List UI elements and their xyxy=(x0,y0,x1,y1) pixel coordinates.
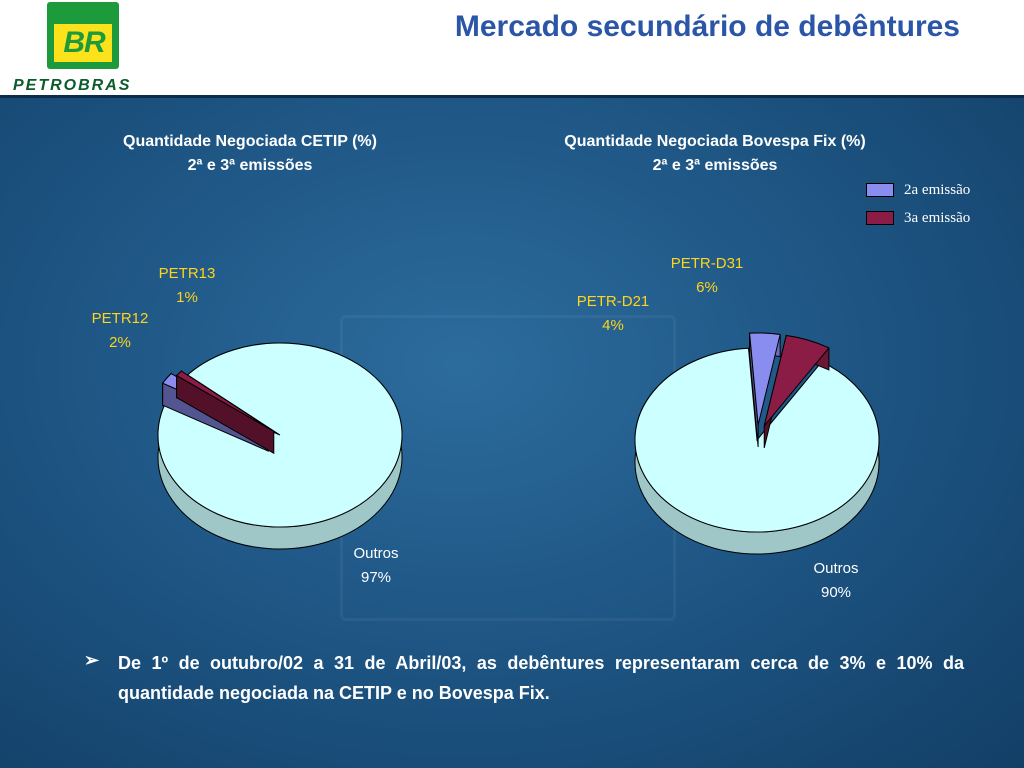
legend-label-2a: 2a emissão xyxy=(904,181,971,198)
br-logo: BR xyxy=(47,2,119,69)
summary-note: De 1º de outubro/02 a 31 de Abril/03, as… xyxy=(118,653,964,703)
chart2-heading: Quantidade Negociada Bovespa Fix (%) 2ª … xyxy=(500,130,930,178)
chart1-label-petr13-name: PETR13 xyxy=(159,265,216,282)
chart1-title: Quantidade Negociada CETIP (%) xyxy=(123,133,377,150)
chart1-label-petr12-name: PETR12 xyxy=(92,310,149,327)
chart2-label-outros-value: 90% xyxy=(821,584,851,601)
chart1-label-outros-value: 97% xyxy=(361,569,391,586)
logo-yellow-panel: BR xyxy=(54,24,112,62)
legend-item-3a: 3a emissão xyxy=(866,204,970,232)
chart1-subtitle: 2ª e 3ª emissões xyxy=(187,157,313,174)
chart1-label-petr12-value: 2% xyxy=(109,334,131,351)
legend-item-2a: 2a emissão xyxy=(866,176,970,204)
bullet-arrow-icon: ➢ xyxy=(84,650,100,670)
chart1-slice-petr13 xyxy=(175,370,275,432)
legend-label-3a: 3a emissão xyxy=(904,209,971,226)
chart2-slice-outros xyxy=(634,347,880,533)
logo-br-text: BR xyxy=(63,26,105,59)
chart2-label-outros-name: Outros xyxy=(813,560,858,577)
brand-name: PETROBRAS xyxy=(13,77,132,94)
chart1-slice-outros xyxy=(157,342,403,528)
chart1-label-petr13-value: 1% xyxy=(176,289,198,306)
chart2-title: Quantidade Negociada Bovespa Fix (%) xyxy=(564,133,866,150)
chart1-label-outros-name: Outros xyxy=(353,545,398,562)
page-title: Mercado secundário de debêntures xyxy=(454,10,960,43)
chart2-label-petr-d31-value: 6% xyxy=(696,279,718,296)
legend-swatch-3a xyxy=(866,211,894,225)
chart2-subtitle: 2ª e 3ª emissões xyxy=(652,157,778,174)
chart2-label-petr-d31-name: PETR-D31 xyxy=(671,255,744,272)
chart2-label-petr-d21-value: 4% xyxy=(602,317,624,334)
chart2-slice-petr-d21 xyxy=(749,332,781,426)
chart2-label-petr-d21-name: PETR-D21 xyxy=(577,293,650,310)
chart2-slice-petr-d31 xyxy=(763,334,830,427)
legend: 2a emissão 3a emissão xyxy=(866,176,970,232)
chart1-heading: Quantidade Negociada CETIP (%) 2ª e 3ª e… xyxy=(70,130,430,178)
legend-swatch-2a xyxy=(866,183,894,197)
header-bar: BR PETROBRAS Mercado secundário de debên… xyxy=(0,0,1024,95)
